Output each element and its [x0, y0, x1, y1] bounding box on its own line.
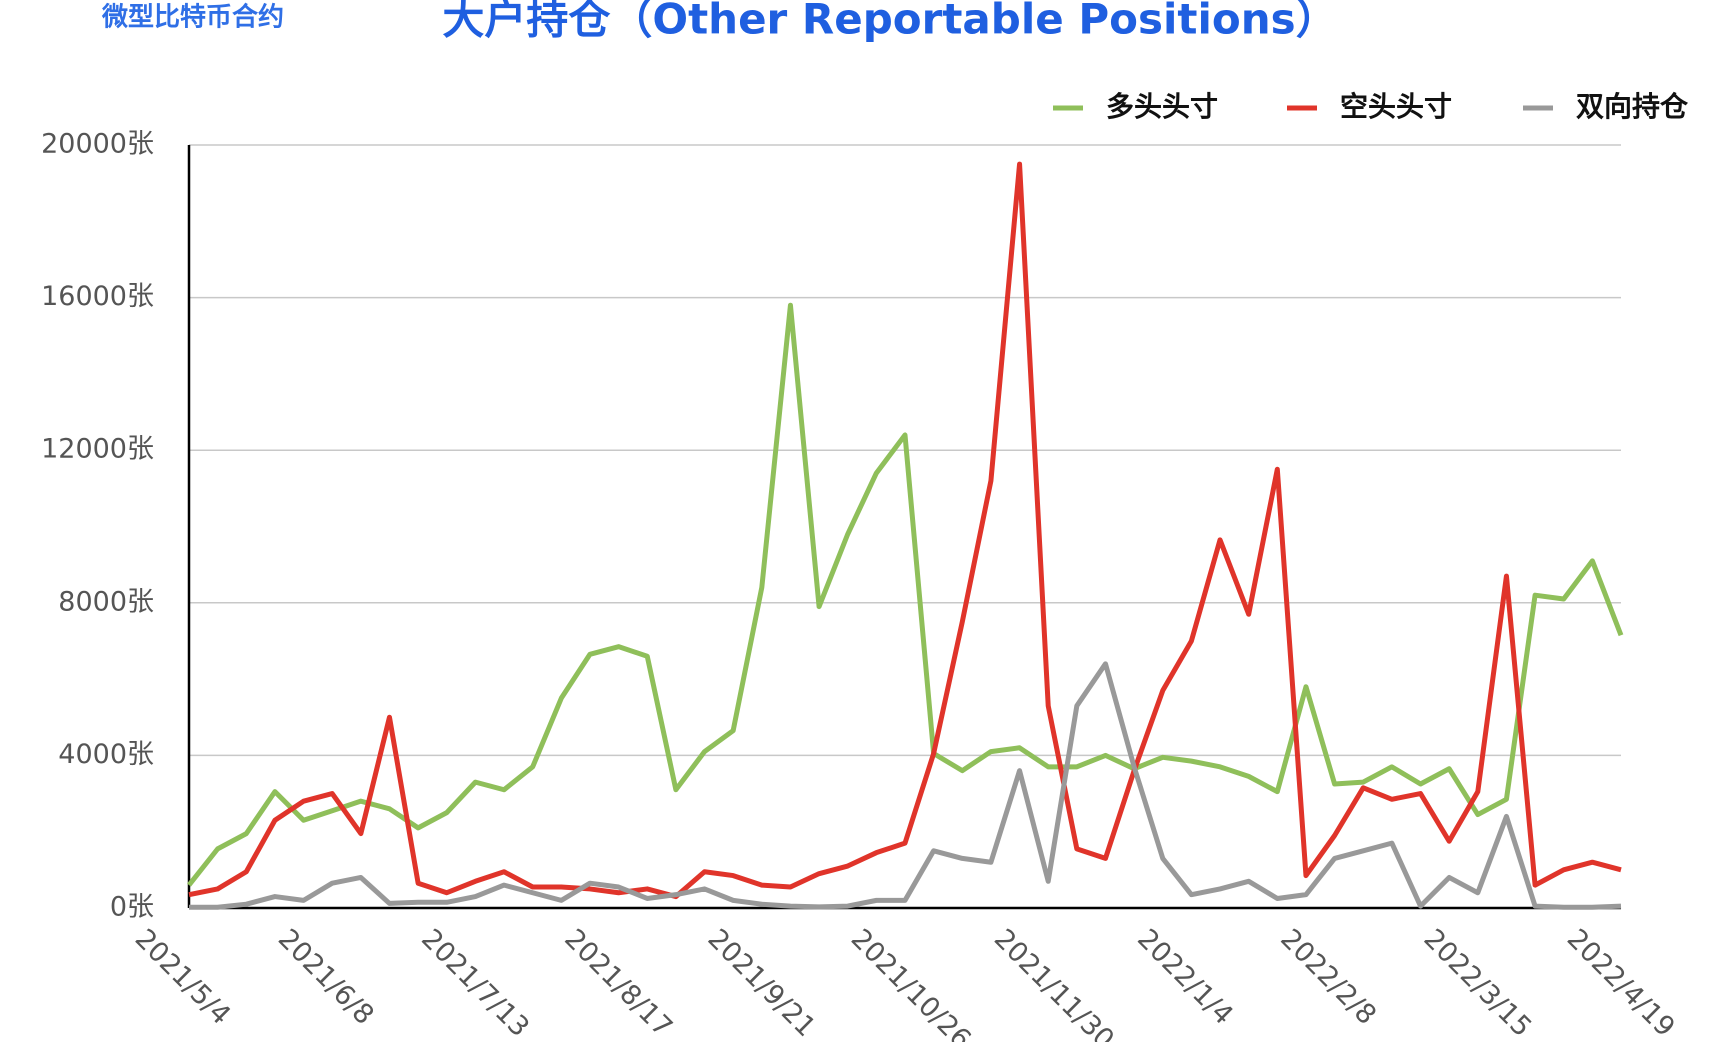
y-tick-label: 20000张: [41, 129, 154, 160]
x-tick-label: 2022/2/8: [1274, 923, 1382, 1031]
y-tick-label: 8000张: [58, 586, 154, 617]
x-tick-label: 2021/5/4: [129, 923, 237, 1031]
legend-label: 多头头寸: [1106, 90, 1218, 123]
x-tick-label: 2022/1/4: [1131, 923, 1239, 1031]
series-line: [189, 661, 1622, 910]
y-tick-label: 12000张: [41, 434, 154, 465]
chart-subtitle: 微型比特币合约: [101, 2, 284, 33]
chart-title: 大户持仓（Other Reportable Positions）: [442, 0, 1337, 44]
x-tick-label: 2022/4/19: [1561, 923, 1681, 1042]
legend-label: 双向持仓: [1576, 90, 1689, 123]
y-tick-label: 0张: [110, 892, 154, 923]
y-tick-label: 16000张: [41, 281, 154, 312]
x-tick-label: 2021/9/21: [702, 923, 822, 1042]
x-tick-label: 2021/11/30: [988, 923, 1120, 1042]
x-tick-label: 2021/7/13: [415, 923, 535, 1042]
y-tick-label: 4000张: [58, 739, 154, 770]
series-line: [187, 302, 1624, 887]
x-tick-label: 2021/8/17: [558, 923, 678, 1042]
series-line: [188, 161, 1622, 900]
x-tick-label: 2022/3/15: [1418, 923, 1538, 1042]
legend-label: 空头头寸: [1340, 90, 1452, 123]
x-tick-label: 2021/10/26: [845, 923, 977, 1042]
x-tick-label: 2021/6/8: [272, 923, 380, 1031]
